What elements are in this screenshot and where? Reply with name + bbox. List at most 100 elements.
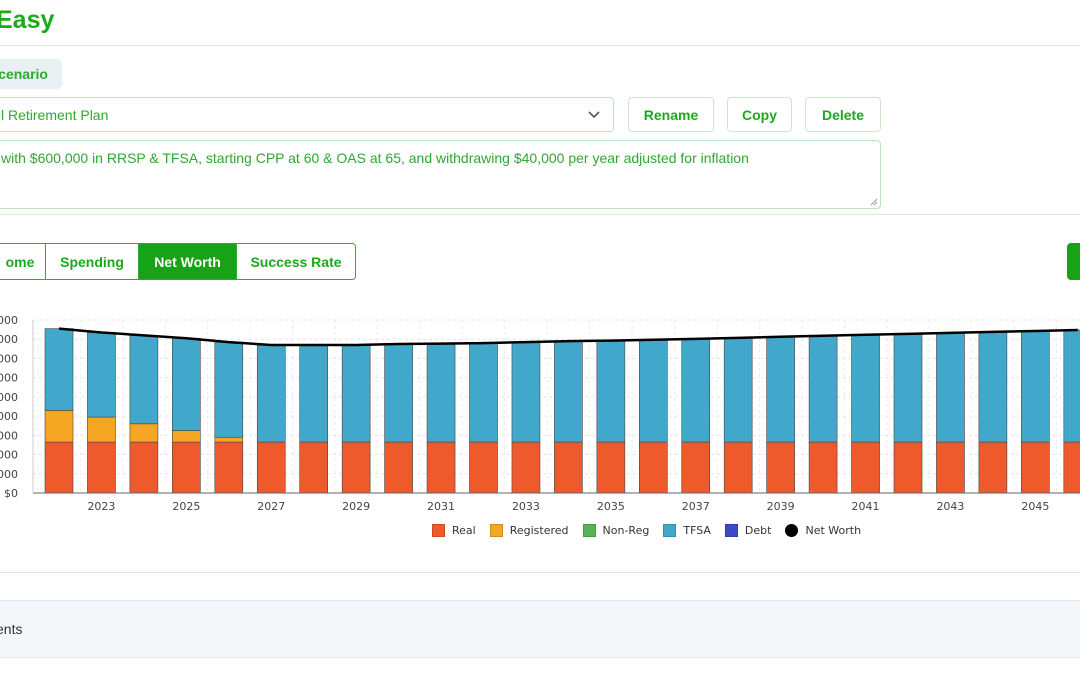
bar-registered-2026 — [214, 436, 244, 443]
bar-tfsa-2034 — [554, 340, 583, 443]
delete-button[interactable]: Delete — [805, 97, 881, 132]
scenario-description-text: with $600,000 in RRSP & TFSA, starting C… — [1, 150, 749, 166]
bar-real-2029 — [341, 441, 371, 494]
y-axis-labels: $0 000 000 000 000 000 000 000 000 000 — [0, 314, 18, 500]
bar-tfsa-2026 — [214, 341, 244, 438]
bar-tfsa-2035 — [596, 340, 626, 443]
y-tick-label: 000 — [0, 449, 18, 462]
bar-tfsa-2041 — [851, 334, 880, 443]
bar-tfsa-2029 — [341, 344, 371, 443]
bar-tfsa-2045 — [1021, 330, 1050, 443]
bar-tfsa-2032 — [469, 342, 498, 443]
bar-real-2040 — [808, 441, 838, 494]
y-tick-label: 000 — [0, 372, 18, 385]
bar-tfsa-2043 — [936, 332, 965, 443]
y-tick-label: 000 — [0, 410, 18, 423]
chevron-down-icon — [588, 111, 600, 119]
options-button[interactable] — [1067, 243, 1080, 280]
x-tick-label: 2039 — [767, 500, 795, 513]
legend-real[interactable]: Real — [432, 524, 476, 537]
bar-real-2039 — [766, 441, 795, 494]
legend-real-label: Real — [452, 524, 476, 537]
y-tick-label: 000 — [0, 314, 18, 327]
rename-button[interactable]: Rename — [628, 97, 714, 132]
bar-real-2032 — [469, 441, 498, 494]
x-tick-label: 2033 — [512, 500, 540, 513]
bar-registered-2024 — [129, 423, 159, 443]
bar-tfsa-2036 — [638, 339, 668, 443]
y-tick-label: 000 — [0, 429, 18, 442]
section-divider — [0, 214, 1080, 215]
bar-real-2046 — [1063, 441, 1080, 494]
legend-registered[interactable]: Registered — [489, 524, 569, 537]
net-worth-line — [58, 327, 1078, 347]
app-title: Easy — [0, 6, 55, 34]
bar-real-2036 — [638, 441, 668, 494]
bar-tfsa-2038 — [723, 337, 753, 443]
bar-tfsa-2027 — [256, 344, 286, 443]
bar-tfsa-2040 — [808, 335, 838, 443]
legend-tfsa-label: TFSA — [683, 524, 711, 537]
chart-bars — [44, 328, 1080, 494]
legend-net-worth[interactable]: Net Worth — [785, 524, 861, 537]
x-tick-label: 2041 — [852, 500, 880, 513]
bar-tfsa-2042 — [893, 333, 923, 443]
bar-real-2030 — [384, 441, 413, 494]
x-axis-labels: 2023 2025 2027 2029 2031 2033 2035 2037 2039 2041… — [87, 500, 1049, 513]
legend-non-reg[interactable]: Non-Reg — [582, 524, 650, 537]
chart-divider — [0, 572, 1080, 573]
x-tick-label: 2023 — [87, 500, 115, 513]
legend-registered-label: Registered — [509, 524, 569, 537]
scenario-tab[interactable]: cenario — [0, 59, 62, 89]
bar-registered-2025 — [172, 430, 201, 443]
legend-non-reg-label: Non-Reg — [602, 524, 650, 537]
copy-button[interactable]: Copy — [727, 97, 792, 132]
bar-real-2026 — [214, 441, 244, 494]
bar-real-2042 — [893, 441, 923, 494]
scenario-description-field[interactable]: with $600,000 in RRSP & TFSA, starting C… — [0, 140, 881, 209]
x-tick-label: 2043 — [936, 500, 964, 513]
bar-real-2038 — [723, 441, 753, 494]
tab-income[interactable]: ome — [0, 244, 46, 279]
bar-registered-2022 — [44, 410, 74, 443]
legend-debt[interactable]: Debt — [724, 524, 771, 537]
y-tick-label: 000 — [0, 333, 18, 346]
bar-registered-2023 — [87, 416, 116, 443]
tab-success-rate[interactable]: Success Rate — [237, 244, 355, 279]
bar-tfsa-2023 — [87, 332, 116, 418]
chart-legend: Real Registered Non-Reg TFSA Debt Net Wo… — [432, 524, 875, 537]
bar-tfsa-2046 — [1063, 329, 1080, 443]
resize-grip-icon[interactable] — [870, 198, 878, 206]
bar-tfsa-2030 — [384, 343, 413, 443]
x-tick-label: 2035 — [597, 500, 625, 513]
bar-real-2028 — [299, 441, 329, 494]
y-tick-label: $0 — [4, 487, 18, 500]
bar-real-2037 — [681, 441, 711, 494]
collapsible-section[interactable]: ents — [0, 600, 1080, 658]
bar-real-2043 — [936, 441, 965, 494]
y-tick-label: 000 — [0, 352, 18, 365]
legend-net-worth-label: Net Worth — [805, 524, 862, 537]
plan-select[interactable]: l Retirement Plan — [0, 97, 614, 132]
chart-tabs: ome Spending Net Worth Success Rate — [0, 243, 356, 280]
bar-real-2035 — [596, 441, 626, 494]
bar-tfsa-2037 — [681, 338, 711, 443]
bar-real-2031 — [426, 441, 456, 494]
bar-tfsa-2028 — [299, 344, 329, 443]
legend-tfsa[interactable]: TFSA — [663, 524, 711, 537]
tab-spending[interactable]: Spending — [46, 244, 139, 279]
bar-real-2034 — [554, 441, 583, 494]
bar-tfsa-2031 — [426, 343, 456, 443]
bar-tfsa-2039 — [766, 336, 795, 443]
x-tick-label: 2045 — [1021, 500, 1049, 513]
bar-real-2045 — [1021, 441, 1050, 494]
bar-real-2033 — [511, 441, 541, 494]
bar-real-2024 — [129, 441, 159, 494]
x-tick-label: 2025 — [172, 500, 200, 513]
bar-real-2044 — [978, 441, 1008, 494]
tab-net-worth[interactable]: Net Worth — [139, 244, 237, 279]
bar-real-2022 — [44, 441, 74, 494]
bar-tfsa-2024 — [129, 335, 159, 425]
x-tick-label: 2027 — [257, 500, 285, 513]
